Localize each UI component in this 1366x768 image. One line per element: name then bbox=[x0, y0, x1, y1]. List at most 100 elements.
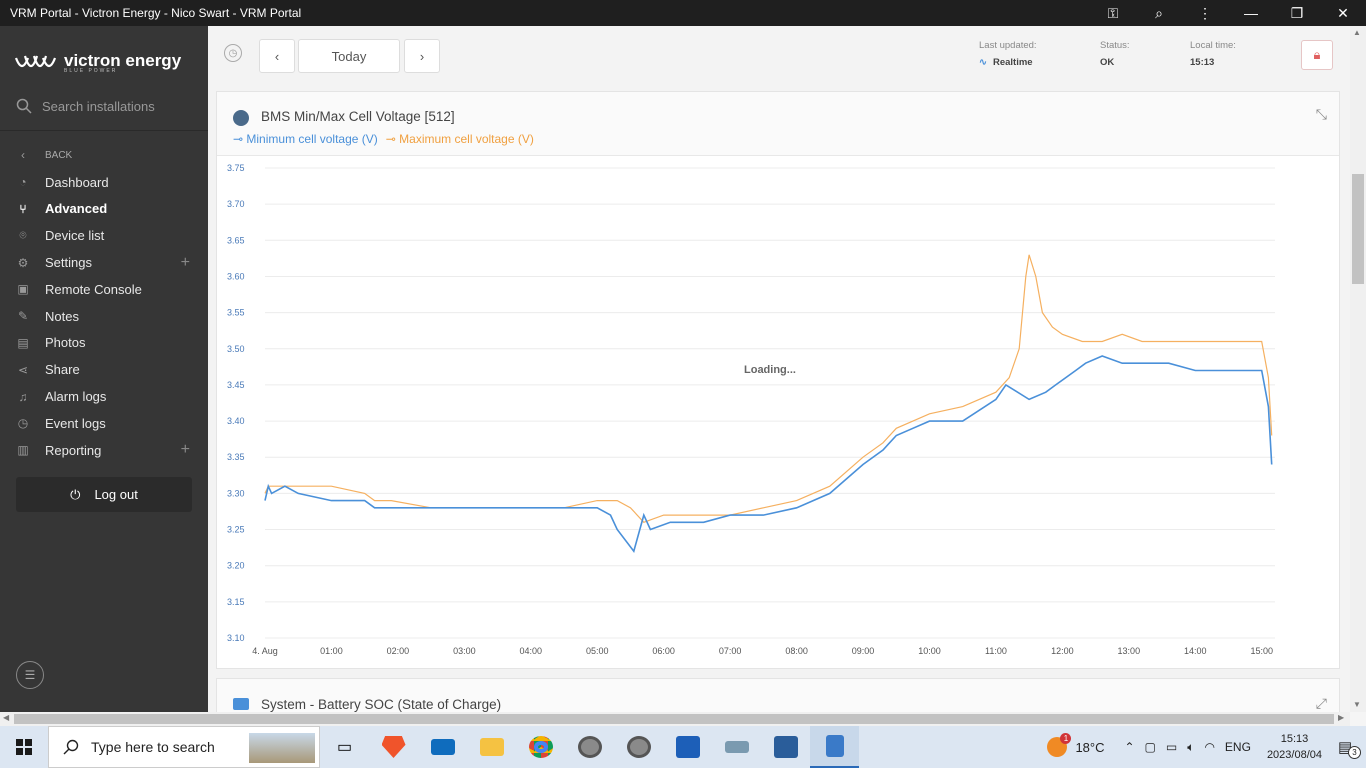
scanner-app-button[interactable] bbox=[663, 726, 712, 768]
expand-plus-icon[interactable]: + bbox=[180, 441, 190, 459]
legend-item-min[interactable]: ⊸ Minimum cell voltage (V) bbox=[233, 132, 378, 146]
last-updated: Last updated: ∿ Realtime bbox=[979, 40, 1037, 68]
x-tick-label: 4. Aug bbox=[252, 646, 278, 656]
sidebar-item-label: Event logs bbox=[45, 415, 106, 431]
sidebar: victron energy BLUE POWER Search install… bbox=[0, 26, 208, 712]
sidebar-item-alarm-logs[interactable]: ♫ Alarm logs bbox=[0, 383, 208, 410]
more-menu-icon[interactable]: ⋮ bbox=[1198, 4, 1212, 21]
sidebar-item-label: Reporting bbox=[45, 442, 102, 458]
sidebar-item-reporting[interactable]: ▥ Reporting + bbox=[0, 437, 208, 464]
disk-app-button[interactable] bbox=[565, 726, 614, 768]
scroll-up-icon[interactable]: ▲ bbox=[1353, 28, 1361, 37]
expand-icon[interactable]: ⤢ bbox=[1315, 695, 1327, 711]
restore-button[interactable]: ❐ bbox=[1290, 4, 1304, 21]
x-tick-label: 03:00 bbox=[453, 646, 476, 656]
previous-day-button[interactable]: ‹ bbox=[259, 39, 295, 73]
sidebar-item-dashboard[interactable]: ◔ Dashboard bbox=[0, 169, 208, 196]
gear-icon: ⚙ bbox=[17, 255, 29, 270]
y-tick-label: 3.25 bbox=[227, 525, 245, 535]
search-input[interactable]: Search installations bbox=[42, 98, 155, 114]
brave-browser-button[interactable] bbox=[369, 726, 418, 768]
sidebar-item-advanced[interactable]: ⑂ Advanced bbox=[0, 196, 208, 223]
document-app-button[interactable] bbox=[810, 726, 859, 768]
network-app-button[interactable] bbox=[712, 726, 761, 768]
weather-widget[interactable]: 1 18°C bbox=[1047, 733, 1104, 757]
horizontal-scrollbar[interactable]: ◀ ▶ bbox=[0, 712, 1350, 726]
close-button[interactable]: ✕ bbox=[1337, 4, 1349, 21]
sidebar-item-event-logs[interactable]: ◷ Event logs bbox=[0, 410, 208, 437]
line-marker-icon: ⊸ bbox=[233, 132, 247, 146]
gauge-icon: ◔ bbox=[19, 175, 27, 190]
window-title: VRM Portal - Victron Energy - Nico Swart… bbox=[10, 6, 302, 20]
legend-item-max[interactable]: ⊸ Maximum cell voltage (V) bbox=[386, 132, 534, 146]
sidebar-item-settings[interactable]: ⚙ Settings + bbox=[0, 249, 208, 276]
chrome-button[interactable] bbox=[516, 726, 565, 768]
meet-now-icon[interactable]: ▢ bbox=[1144, 740, 1156, 754]
sidebar-item-notes[interactable]: ✎ Notes bbox=[0, 303, 208, 330]
series-line-max bbox=[264, 254, 1273, 524]
sidebar-item-share[interactable]: ⋖ Share bbox=[0, 356, 208, 383]
logout-label: Log out bbox=[94, 487, 138, 502]
x-tick-label: 08:00 bbox=[785, 646, 808, 656]
today-button[interactable]: Today bbox=[298, 39, 400, 73]
sidebar-item-label: Device list bbox=[45, 228, 105, 244]
next-day-button[interactable]: › bbox=[404, 39, 440, 73]
sidebar-item-remote-console[interactable]: ▣ Remote Console bbox=[0, 276, 208, 303]
taskbar-search[interactable]: Type here to search bbox=[48, 726, 320, 768]
volume-icon[interactable]: 🔈︎ bbox=[1187, 739, 1195, 754]
disk-icon bbox=[626, 736, 651, 758]
chart-area: 3.75 3.70 3.65 3.60 3.55 3.50 3.45 3.40 3.35 3.30… bbox=[217, 156, 1339, 668]
victron-app-button[interactable] bbox=[761, 726, 810, 768]
x-tick-label: 02:00 bbox=[387, 646, 410, 656]
start-button[interactable] bbox=[0, 726, 48, 768]
key-icon[interactable]: ⚿ bbox=[1107, 4, 1119, 21]
sidebar-item-label: Notes bbox=[45, 308, 79, 324]
chevron-left-icon: ‹ bbox=[274, 48, 280, 64]
search-icon bbox=[16, 98, 32, 114]
menu-list-icon[interactable]: ☰ bbox=[16, 661, 44, 689]
search-installations[interactable]: Search installations bbox=[16, 98, 155, 114]
scrollbar-thumb[interactable] bbox=[14, 714, 1334, 724]
victron-logo[interactable]: victron energy BLUE POWER bbox=[14, 48, 181, 78]
window-titlebar: VRM Portal - Victron Energy - Nico Swart… bbox=[0, 0, 1366, 26]
scroll-down-icon[interactable]: ▼ bbox=[1353, 700, 1361, 709]
mail-button[interactable] bbox=[418, 726, 467, 768]
scroll-right-icon[interactable]: ▶ bbox=[1338, 713, 1345, 722]
scrollbar-thumb[interactable] bbox=[1352, 174, 1364, 284]
scroll-left-icon[interactable]: ◀ bbox=[3, 713, 10, 722]
disk-icon bbox=[577, 736, 602, 758]
local-time-label: Local time: bbox=[1190, 40, 1236, 51]
taskbar-search-input[interactable]: Type here to search bbox=[91, 739, 215, 755]
loading-indicator: Loading... bbox=[744, 364, 796, 376]
minimize-button[interactable]: — bbox=[1244, 5, 1258, 21]
disk-app-button-2[interactable] bbox=[614, 726, 663, 768]
task-view-button[interactable]: ▭ bbox=[320, 726, 369, 768]
y-tick-label: 3.40 bbox=[227, 416, 245, 426]
sidebar-back[interactable]: ‹ BACK bbox=[0, 142, 208, 169]
clock-icon[interactable]: ◷ bbox=[224, 44, 242, 62]
expand-plus-icon[interactable]: + bbox=[180, 253, 190, 271]
notification-center[interactable]: ▤ 3 bbox=[1338, 738, 1361, 759]
x-tick-label: 14:00 bbox=[1184, 646, 1207, 656]
sidebar-item-device-list[interactable]: ⌾ Device list bbox=[0, 222, 208, 249]
zoom-icon[interactable]: ⌕ bbox=[1155, 4, 1163, 21]
y-tick-label: 3.10 bbox=[227, 633, 245, 643]
logout-button[interactable]: ⏻ Log out bbox=[16, 477, 192, 512]
sidebar-item-photos[interactable]: ▤ Photos bbox=[0, 330, 208, 357]
main-content: ◷ ‹ Today › Last updated: ∿ Realtime Stat… bbox=[208, 26, 1350, 712]
wifi-icon[interactable]: ◠ bbox=[1204, 740, 1215, 754]
battery-icon[interactable]: ▭ bbox=[1165, 740, 1178, 754]
taskbar-clock[interactable]: 15:13 2023/08/04 bbox=[1267, 731, 1322, 763]
language-indicator[interactable]: ENG bbox=[1224, 740, 1251, 754]
collapse-icon[interactable]: ⤡ bbox=[1315, 106, 1327, 122]
last-updated-value: Realtime bbox=[992, 57, 1033, 68]
network-adapter-icon bbox=[724, 741, 749, 753]
file-explorer-button[interactable] bbox=[467, 726, 516, 768]
tray-chevron-icon[interactable]: ⌃ bbox=[1124, 740, 1135, 754]
folder-icon bbox=[479, 738, 504, 756]
status-value: OK bbox=[1100, 57, 1115, 68]
lock-button[interactable]: 🔒︎ bbox=[1301, 40, 1333, 70]
widget-header: BMS Min/Max Cell Voltage [512] ⊸ Minimum… bbox=[217, 92, 1339, 156]
vertical-scrollbar[interactable]: ▲ ▼ bbox=[1350, 26, 1366, 712]
today-label: Today bbox=[331, 48, 367, 64]
